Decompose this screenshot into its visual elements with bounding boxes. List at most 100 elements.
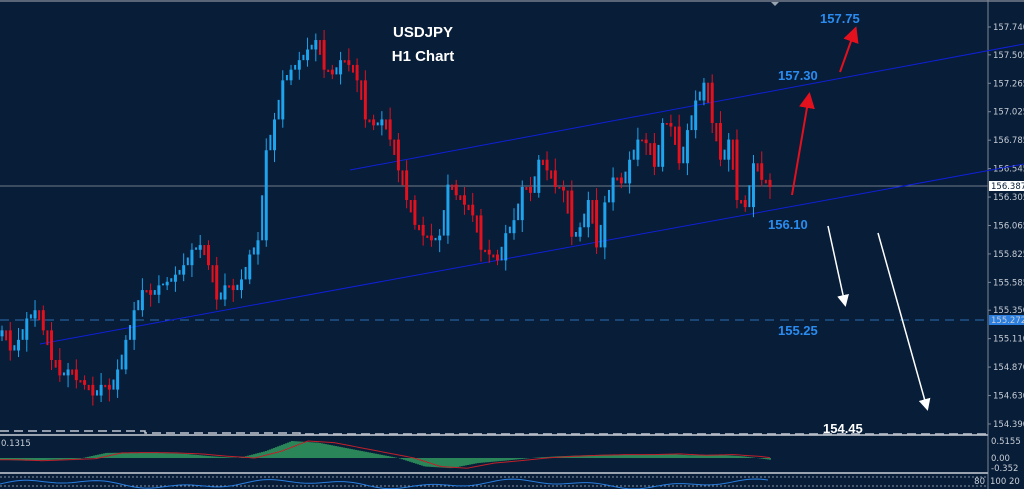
candle xyxy=(58,348,65,382)
candle-body xyxy=(583,213,586,228)
oscillator-signal-line xyxy=(0,440,771,469)
candle xyxy=(471,192,478,233)
candle-body xyxy=(462,195,466,205)
candle-body xyxy=(302,54,305,61)
candle-body xyxy=(25,318,29,340)
candle xyxy=(570,180,577,246)
candle xyxy=(388,107,396,155)
candle-body xyxy=(707,82,710,103)
candle-body xyxy=(669,122,673,127)
candle-body xyxy=(438,235,442,241)
candle-body xyxy=(13,345,16,351)
candle-body xyxy=(153,290,156,295)
candle xyxy=(372,114,379,131)
candle-body xyxy=(657,144,660,167)
candle xyxy=(173,266,181,292)
candle xyxy=(363,70,371,128)
candle-body xyxy=(376,122,379,126)
bottom-dashed-line xyxy=(0,430,988,435)
lower-tick-20: 20 xyxy=(1009,477,1020,487)
candle xyxy=(595,188,602,254)
candle-body xyxy=(95,390,98,396)
candle-body xyxy=(570,190,574,237)
candle xyxy=(446,174,454,244)
candle xyxy=(495,246,503,266)
candle-body xyxy=(702,82,706,101)
candle-body xyxy=(385,119,387,130)
candle xyxy=(206,240,214,283)
candle-body xyxy=(289,69,293,81)
candle xyxy=(264,134,272,247)
candle xyxy=(586,191,594,238)
candle-body xyxy=(99,384,103,396)
candle-body xyxy=(330,69,334,75)
osc-tick-bottom: -0.352 xyxy=(991,464,1018,474)
candle-body xyxy=(566,190,569,214)
candle-body xyxy=(137,300,140,311)
candle-body xyxy=(228,285,231,288)
candle-body xyxy=(178,269,181,275)
candle-body xyxy=(578,227,582,237)
candle-body xyxy=(79,380,82,383)
price-tick-label: 155.585 xyxy=(993,278,1024,288)
candle xyxy=(66,362,74,388)
lower-tick-80: 80 xyxy=(974,477,985,487)
candle-body xyxy=(644,139,648,144)
candle xyxy=(743,185,751,212)
current-price-tag xyxy=(989,181,1024,191)
candle xyxy=(405,160,412,213)
candle-body xyxy=(429,235,433,241)
candle-body xyxy=(21,329,24,340)
candle-body xyxy=(495,254,499,261)
candle-body xyxy=(46,330,49,346)
candle xyxy=(479,208,487,262)
candle xyxy=(644,133,652,155)
candle-body xyxy=(550,170,553,179)
candle xyxy=(652,133,660,176)
candle-body xyxy=(140,290,144,311)
candle-body xyxy=(504,233,508,261)
candle xyxy=(751,154,759,218)
price-tick-label: 156.545 xyxy=(993,165,1024,175)
candle-body xyxy=(694,100,698,131)
candle xyxy=(198,234,206,259)
candle-body xyxy=(38,310,41,321)
candle-body xyxy=(562,186,566,191)
candle xyxy=(438,210,445,253)
candle xyxy=(124,325,131,375)
candle-body xyxy=(219,292,222,300)
candle-body xyxy=(454,184,458,196)
candle-body xyxy=(252,247,255,255)
bullish-arrow-2 xyxy=(839,26,859,73)
candle-body xyxy=(256,240,260,255)
candle-body xyxy=(87,384,90,391)
candle xyxy=(165,277,173,291)
candle-body xyxy=(236,284,239,291)
candle-body xyxy=(619,177,623,184)
candle xyxy=(735,129,743,209)
candle-body xyxy=(71,369,74,375)
oscillator-value: 0.1315 xyxy=(1,439,31,449)
candle-body xyxy=(50,330,54,360)
candle-body xyxy=(186,257,189,266)
candle xyxy=(619,171,627,189)
level-price-tag xyxy=(989,315,1024,325)
price-tick-label: 155.350 xyxy=(993,306,1024,316)
candle xyxy=(611,167,619,211)
candle xyxy=(520,180,528,233)
candle xyxy=(83,375,90,391)
candle xyxy=(339,51,346,85)
price-tick-label: 156.785 xyxy=(993,136,1024,146)
chart-shift-marker-icon[interactable] xyxy=(771,2,779,6)
candle-body xyxy=(599,224,602,248)
price-tick-label: 154.870 xyxy=(993,363,1024,373)
candle-body xyxy=(487,249,491,255)
candle-body xyxy=(529,186,533,193)
candle xyxy=(281,70,288,128)
candle-body xyxy=(426,235,429,238)
candle xyxy=(50,322,57,371)
candle xyxy=(727,133,734,172)
price-tick-label: 154.630 xyxy=(993,392,1024,402)
candle-body xyxy=(173,274,177,282)
candle-body xyxy=(665,122,668,125)
